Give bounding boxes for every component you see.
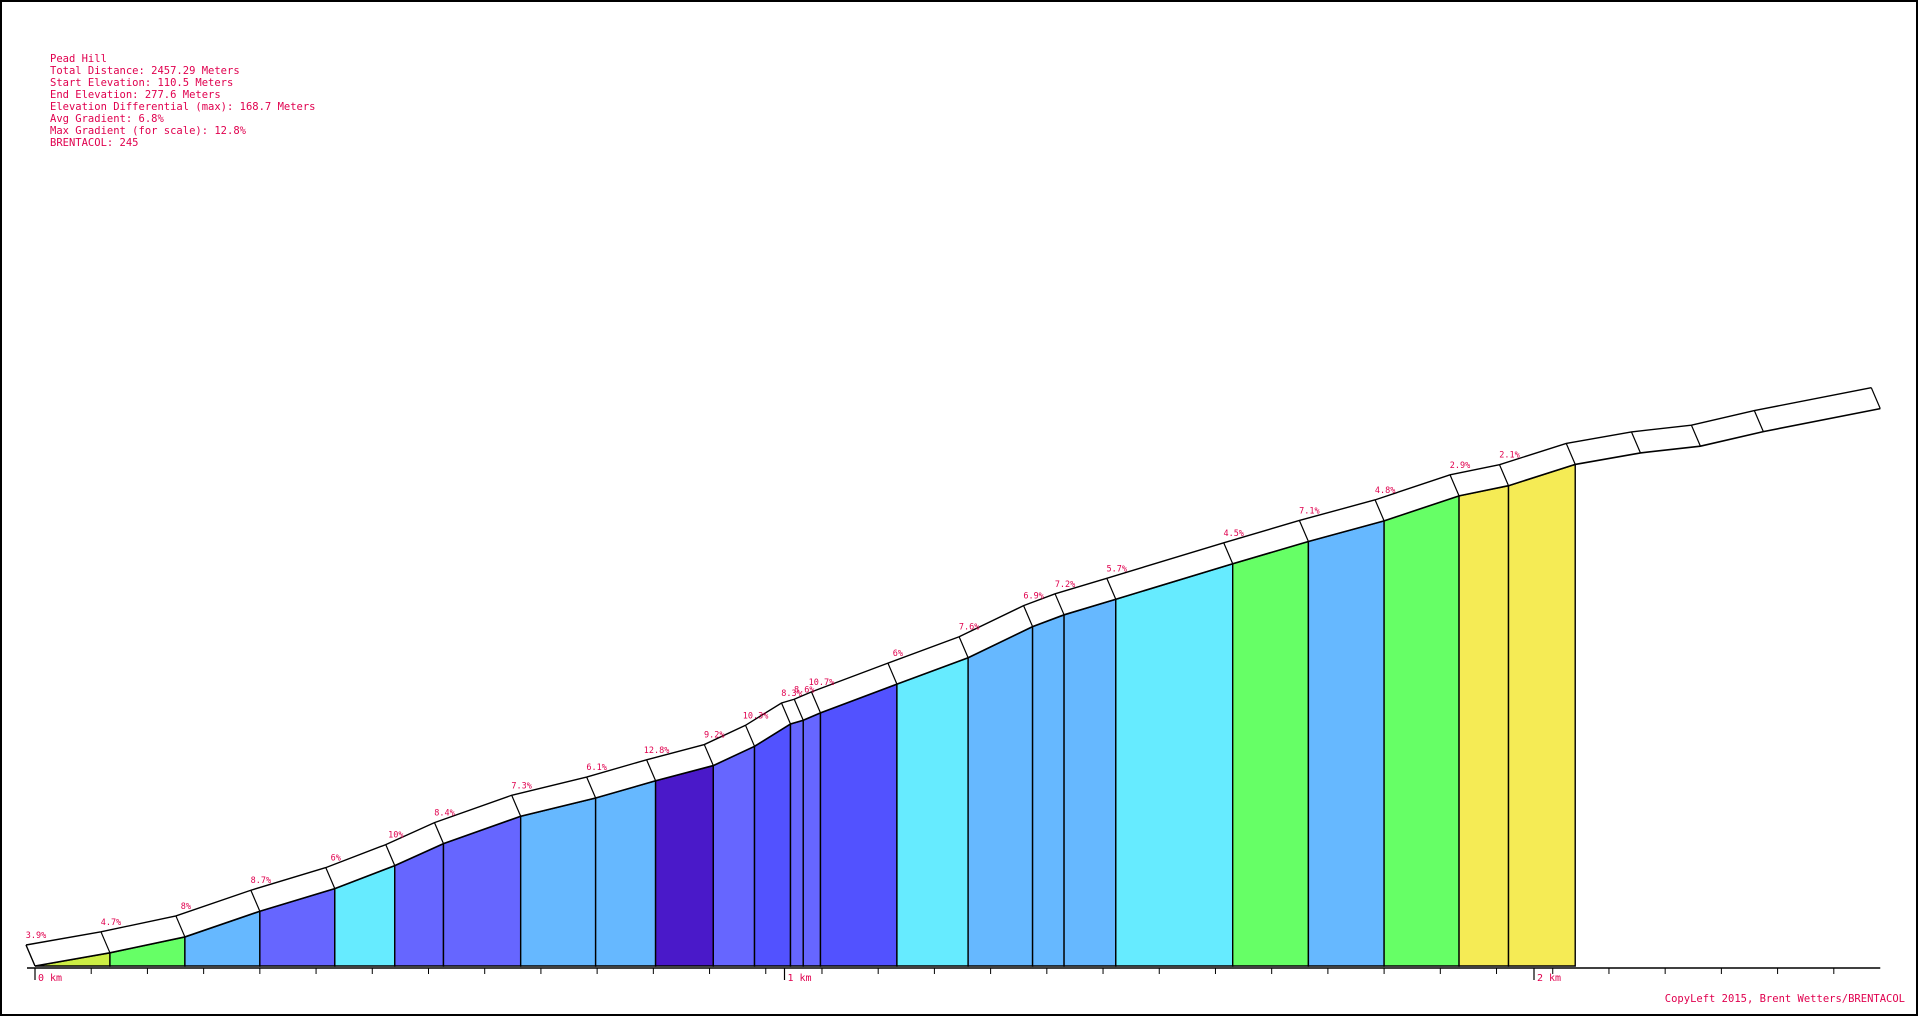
copyleft-credit: CopyLeft 2015, Brent Wetters/BRENTACOL (1665, 993, 1905, 1005)
road-band-divider (1630, 431, 1641, 454)
gradient-label: 3.9% (26, 931, 46, 941)
gradient-segment (753, 722, 792, 967)
gradient-label: 4.5% (1223, 529, 1243, 539)
road-band-divider (1223, 542, 1234, 565)
gradient-segment (1507, 463, 1576, 967)
road-band-divider (1023, 605, 1034, 627)
road-band-divider (175, 915, 186, 938)
gradient-label: 4.8% (1375, 486, 1395, 496)
climb-name: Pead Hill (50, 53, 107, 65)
gradient-segment (654, 764, 714, 967)
road-band (25, 386, 1881, 967)
gradient-segment (1031, 613, 1065, 967)
gradient-label: 8.4% (434, 809, 454, 819)
gradient-label: 2.1% (1499, 451, 1519, 461)
road-band-divider (744, 725, 756, 747)
road-band-divider (703, 744, 714, 766)
x-tick-label: 2 km (1537, 973, 1561, 984)
info-line: Total Distance: 2457.29 Meters (50, 65, 240, 77)
road-band-divider (1106, 578, 1117, 600)
gradient-label: 10.7% (809, 678, 835, 688)
gradient-segment (967, 625, 1034, 967)
gradient-label: 6.1% (586, 763, 606, 773)
info-line: End Elevation: 277.6 Meters (50, 89, 221, 101)
road-band-divider (646, 759, 657, 782)
road-band-divider (250, 890, 261, 912)
gradient-labels: 3.9% 4.7% 8% 8.7% 6% 10% 8.4% 7.3% 6.1% 12.8% 9.2%… (26, 451, 1520, 941)
road-band-divider (511, 795, 522, 817)
road-band-divider (1498, 464, 1510, 486)
gradient-segment (712, 745, 756, 967)
road-band-divider (586, 776, 597, 799)
road-band-divider (100, 931, 111, 954)
road-band-divider (958, 636, 969, 658)
road-band-divider (780, 702, 792, 725)
road-band-divider (1690, 424, 1701, 447)
info-line: Avg Gradient: 6.8% (50, 113, 164, 125)
gradient-segment (819, 683, 898, 967)
road-band-divider (1565, 443, 1576, 465)
road-band-start-cap (25, 944, 36, 967)
gradient-label: 8.3% (781, 689, 801, 699)
gradient-label: 9.2% (704, 731, 724, 741)
gradient-label: 10% (388, 831, 403, 841)
gradient-segment (1115, 562, 1234, 967)
gradient-segment (789, 719, 804, 967)
road-band-divider (793, 699, 804, 721)
road-band-fill (26, 387, 1881, 966)
gradient-segment (1458, 484, 1510, 967)
info-line: Max Gradient (for scale): 12.8% (50, 125, 247, 137)
x-axis: 0 km 1 km 2 km (27, 967, 1881, 984)
road-band-divider (1054, 593, 1065, 616)
x-tick-label: 0 km (38, 973, 62, 984)
gradient-label: 10.3% (743, 711, 769, 721)
gradient-label: 7.6% (959, 623, 979, 633)
gradient-segment (594, 779, 657, 967)
road-band-divider (1374, 499, 1385, 522)
gradient-segment (1063, 598, 1117, 967)
gradient-label: 6.9% (1023, 592, 1043, 602)
gradient-label: 5.7% (1107, 564, 1127, 574)
gradient-label: 8.6% (794, 685, 814, 695)
gradient-label: 12.8% (644, 746, 670, 756)
info-line: Start Elevation: 110.5 Meters (50, 77, 233, 89)
road-band-divider (1449, 474, 1460, 497)
profile-top-line (34, 407, 1881, 967)
gradient-label: 2.9% (1450, 461, 1470, 471)
road-band-divider (433, 822, 445, 844)
gradient-segment (1232, 540, 1310, 967)
gradient-segment (1383, 494, 1460, 967)
road-band-divider (810, 691, 822, 714)
road-band-divider (325, 867, 336, 889)
info-line: Elevation Differential (max): 168.7 Mete… (50, 101, 316, 113)
gradient-segment (802, 711, 822, 967)
info-line: BRENTACOL: 245 (50, 137, 139, 149)
gradient-segment (896, 656, 969, 967)
road-band-divider (385, 844, 396, 866)
x-tick-label: 1 km (788, 973, 812, 984)
gradient-label: 8% (181, 902, 191, 912)
gradient-segment (519, 797, 597, 967)
gradient-label: 6% (331, 854, 341, 864)
gradient-label: 7.2% (1055, 580, 1075, 590)
gradient-label: 7.1% (1299, 506, 1319, 516)
road-edge-line (25, 386, 1872, 946)
gradient-segment (1307, 519, 1385, 967)
road-band-divider (1753, 410, 1764, 432)
gradient-label: 7.3% (511, 781, 531, 791)
gradient-label: 8.7% (251, 876, 271, 886)
gradient-label: 6% (893, 649, 903, 659)
road-band-divider (887, 662, 898, 685)
gradient-segments (34, 463, 1576, 967)
road-band-divider (1870, 387, 1881, 409)
road-band-divider (1298, 520, 1309, 542)
gradient-label: 4.7% (101, 918, 121, 928)
